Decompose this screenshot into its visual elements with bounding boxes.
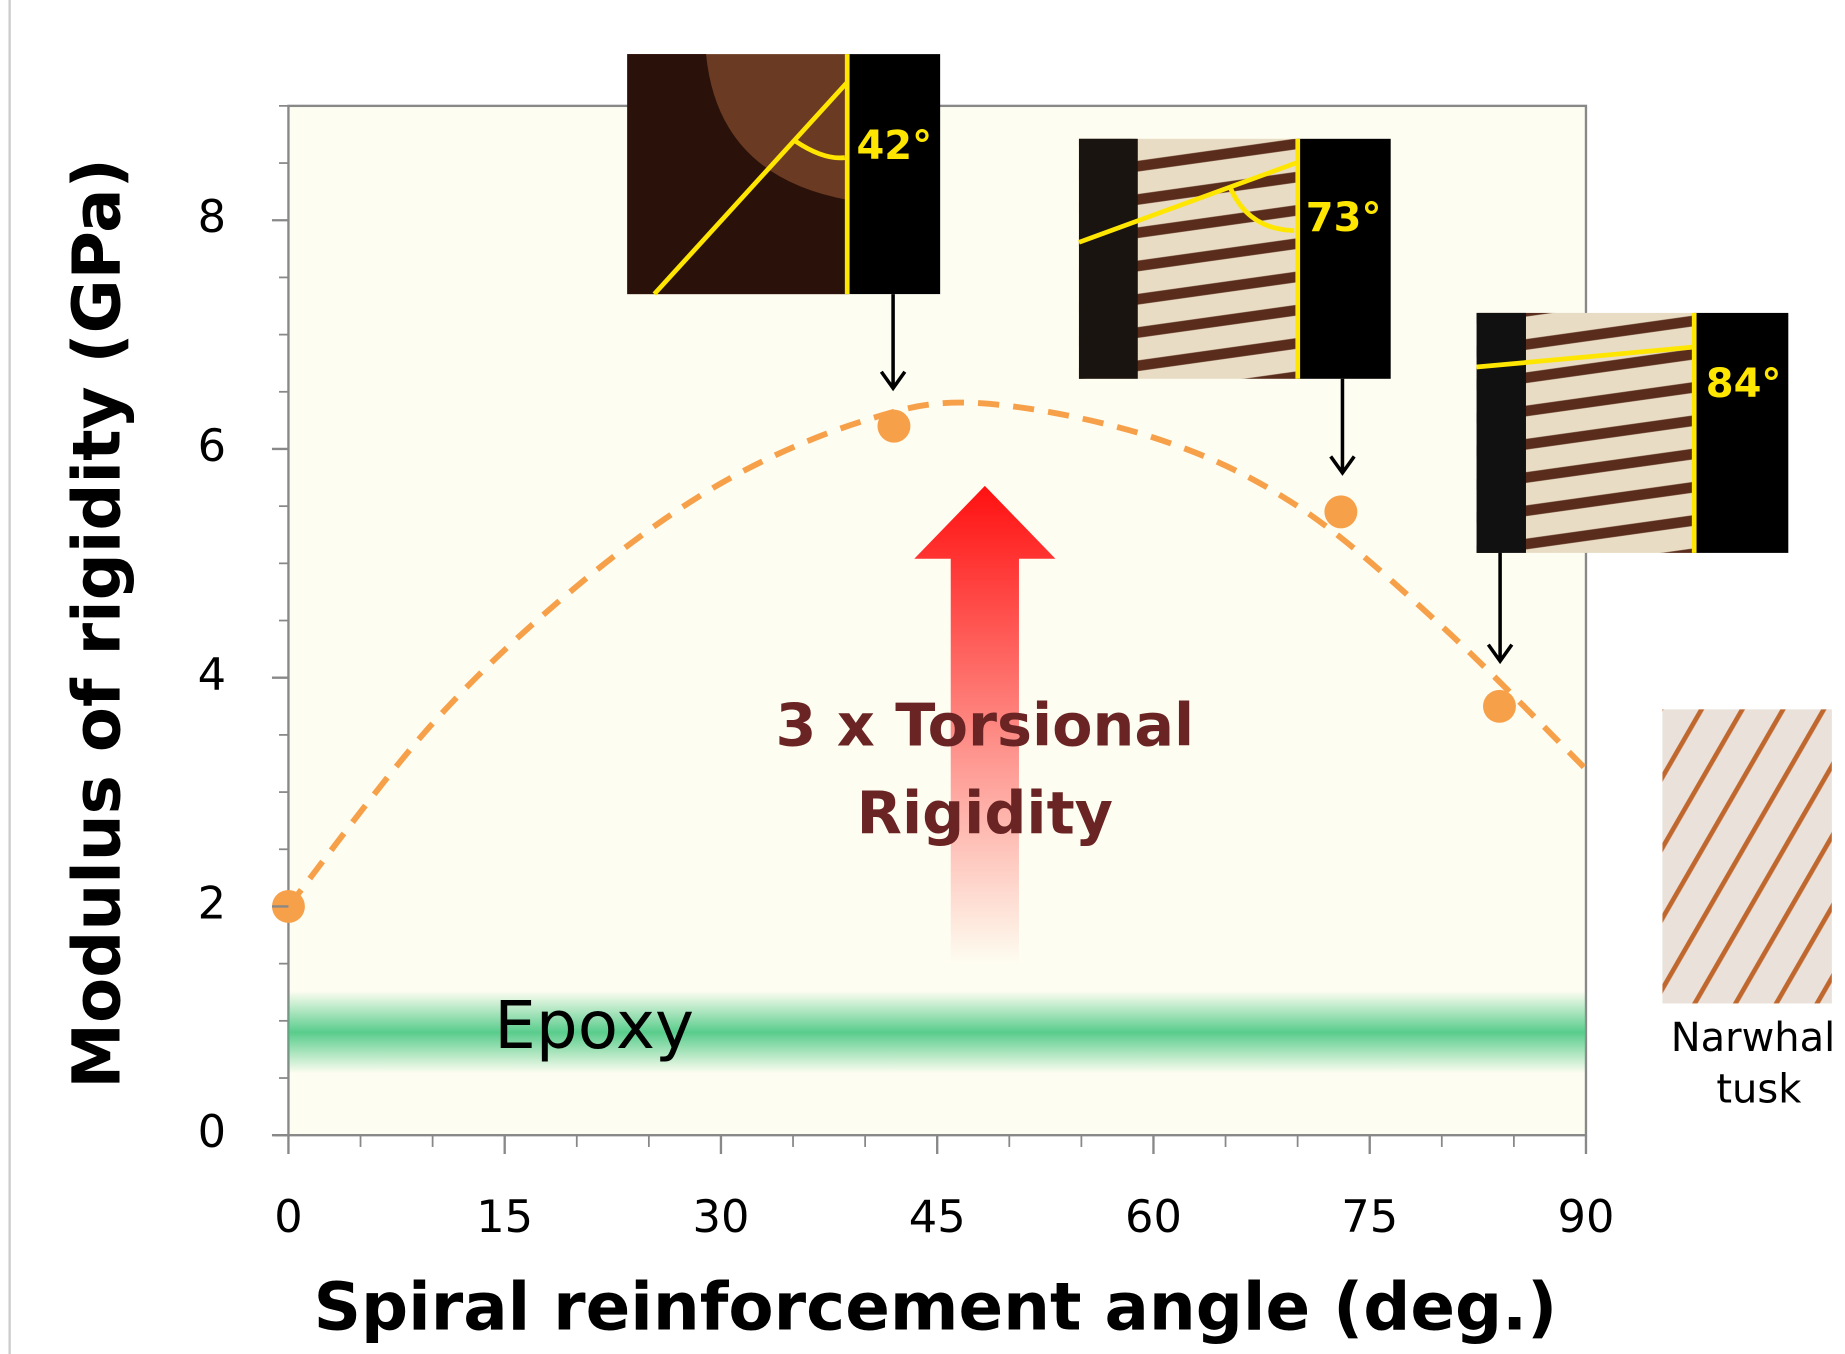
inset-label: 73° [1306,195,1382,241]
inset: 84° [1477,313,1789,553]
inset: 73° [1079,139,1391,379]
y-tick-label: 6 [198,420,226,472]
y-axis-label: Modulus of rigidity (GPa) [58,158,135,1088]
annotation: 3 x Torsional [775,690,1194,759]
x-tick-label: 15 [476,1191,533,1243]
data-point [877,410,910,443]
y-tick-label: 2 [198,877,226,929]
epoxy-label: Epoxy [494,987,694,1064]
inset: 42° [627,54,940,294]
x-tick-label: 60 [1125,1191,1182,1243]
annotation: Rigidity [857,779,1113,848]
x-tick-label: 90 [1558,1191,1615,1243]
chart: Epoxy 3 x Torsional Rigidity 42° 73° 84°… [0,0,1845,1354]
specimen-label: tusk [1716,1067,1802,1113]
inset-label: 42° [856,123,932,169]
x-axis-label: Spiral reinforcement angle (deg.) [314,1269,1558,1346]
inset-label: 84° [1706,361,1782,407]
y-tick-label: 0 [198,1106,226,1158]
x-tick-label: 75 [1341,1191,1398,1243]
x-tick-label: 30 [693,1191,750,1243]
y-tick-label: 4 [198,649,226,701]
data-point [1324,495,1357,528]
specimen-photo [1662,709,1831,1003]
data-point [1483,690,1516,723]
epoxy-band [288,991,1586,1073]
x-tick-label: 45 [909,1191,966,1243]
y-tick-label: 8 [198,191,226,243]
x-tick-label: 0 [274,1191,302,1243]
specimen-label: Narwhal [1671,1015,1836,1061]
